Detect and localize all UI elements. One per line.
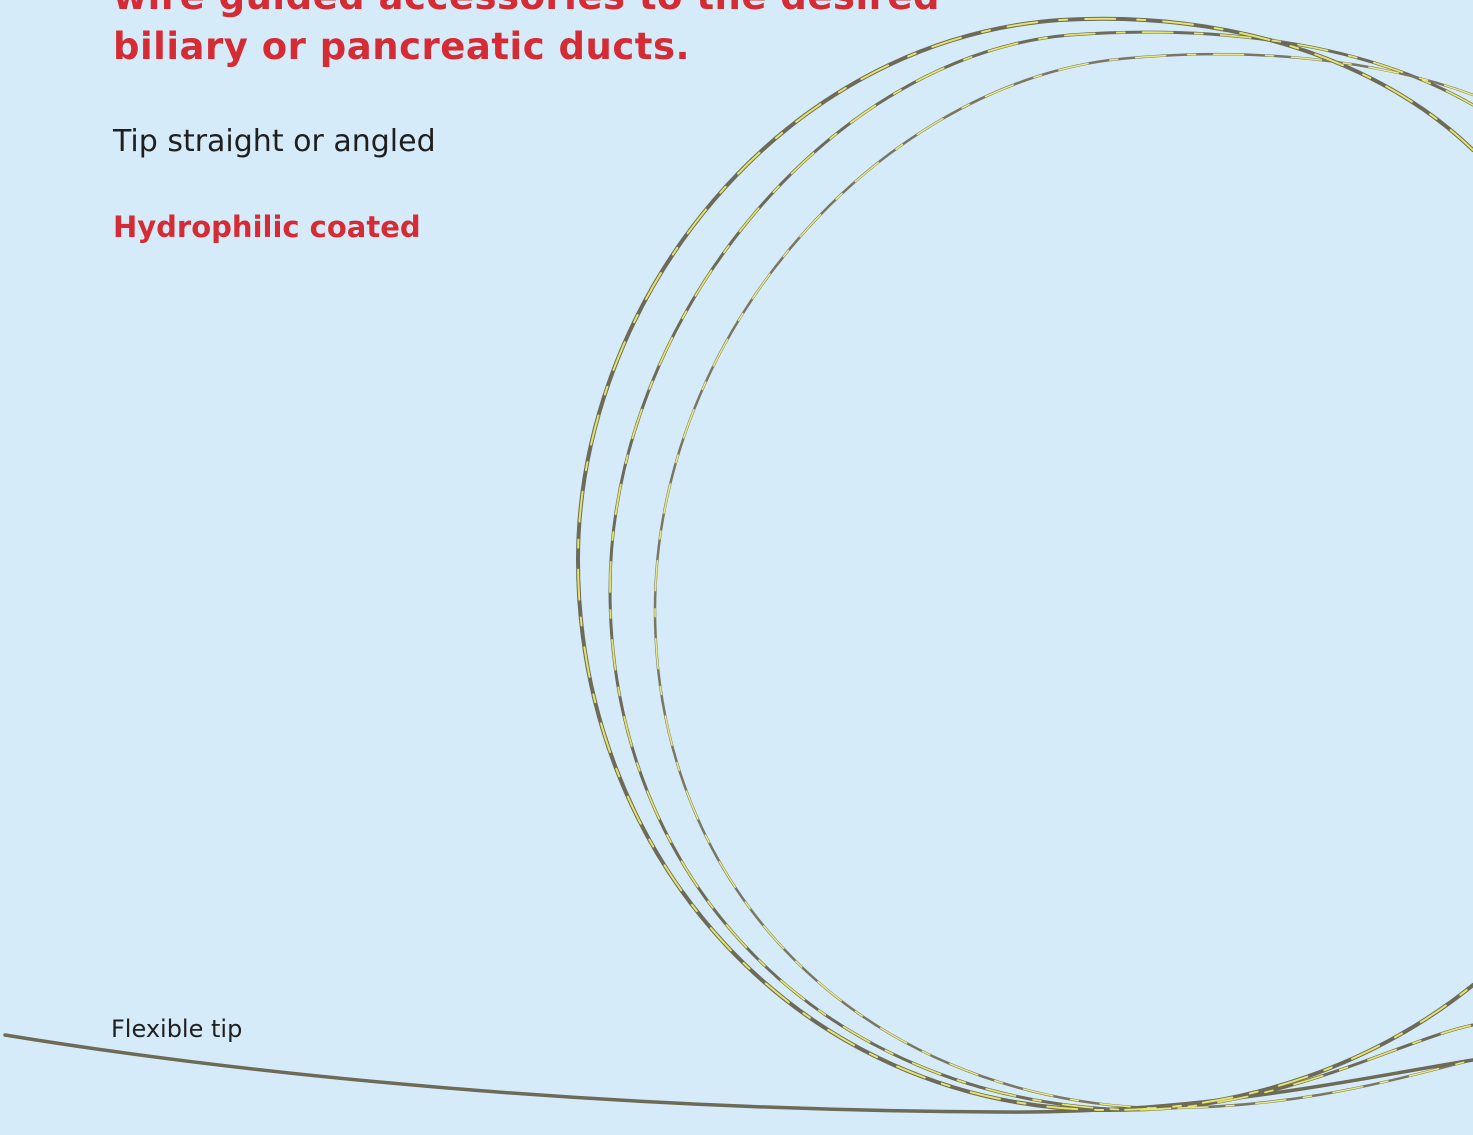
wire-coating-line bbox=[610, 32, 1473, 1110]
wire-loop bbox=[610, 32, 1473, 1110]
feature-text: Tip straight or angled bbox=[113, 124, 436, 159]
headline-line: biliary or pancreatic ducts. bbox=[113, 25, 690, 68]
page: {"headline": {"line1": "wire guided acce… bbox=[0, 0, 1473, 1135]
wire-loop bbox=[655, 54, 1473, 1108]
wire-coating-line bbox=[655, 54, 1473, 1108]
wire-loop bbox=[578, 19, 1473, 1110]
callout-label: Flexible tip bbox=[111, 1015, 242, 1043]
headline: wire guided accessories to the desired b… bbox=[113, 0, 940, 72]
feature-highlight: Hydrophilic coated bbox=[113, 210, 421, 244]
wire-shadow bbox=[5, 19, 1473, 1112]
wire-coating bbox=[578, 19, 1473, 1110]
wire-coating-line bbox=[578, 19, 1473, 1110]
headline-line: wire guided accessories to the desired bbox=[113, 0, 940, 18]
guidewire-illustration bbox=[0, 0, 1473, 1135]
wire-tail bbox=[5, 1035, 1473, 1112]
